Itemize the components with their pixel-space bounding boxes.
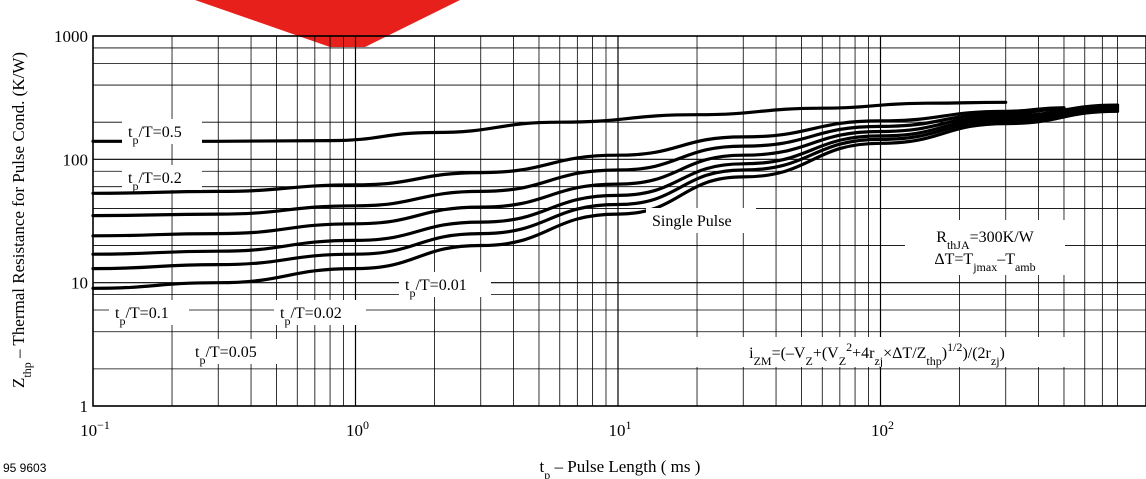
series-line-2 (91, 107, 1066, 218)
series-line-0 (91, 100, 1008, 143)
x-tick-label: 101 (609, 418, 632, 440)
series-line-1 (91, 106, 1066, 195)
series-line-4 (91, 105, 1120, 256)
curve-label: tp/T=0.02 (280, 305, 342, 328)
y-tick-label: 1000 (54, 27, 88, 46)
formula-label: iZM=(–VZ+(VZ2+4rzj×ΔT/Zthp)1/2)/(2rzj) (749, 340, 1005, 368)
labels: 1 10 100 1000 10−1 100 101 102 tp – Pulse Length… (3, 27, 1070, 479)
series-line-6 (91, 109, 1120, 290)
curve-label: tp/T=0.01 (405, 277, 467, 300)
curve-label-bg (122, 119, 202, 144)
series-line-3 (91, 103, 1120, 238)
watermark-shape (195, 0, 460, 47)
curve-label: tp/T=0.05 (195, 344, 257, 367)
curve-label: Single Pulse (652, 213, 732, 230)
y-axis-label: Zthp – Thermal Resistance for Pulse Cond… (9, 52, 34, 388)
series-line-5 (91, 107, 1120, 271)
curve-label-bg (399, 272, 491, 297)
x-tick-label: 10−1 (80, 418, 110, 440)
formula-bg (685, 337, 1070, 367)
x-tick-label: 102 (871, 418, 894, 440)
y-tick-label: 1 (80, 397, 89, 416)
rth-box (905, 220, 1065, 275)
curve-label-bg (189, 339, 281, 364)
x-tick-label: 100 (346, 418, 369, 440)
plot-frame (92, 35, 1146, 407)
rth-label: RthJA=300K/W (936, 229, 1034, 252)
delta-t-label: ΔT=Tjmax–Tamb (934, 251, 1035, 274)
curve-label: tp/T=0.1 (115, 305, 169, 328)
x-axis-label: tp – Pulse Length ( ms ) (540, 457, 701, 479)
figure-code: 95 9603 (3, 461, 47, 475)
y-tick-label: 10 (71, 274, 88, 293)
curve-label: tp/T=0.5 (128, 124, 182, 147)
curve-label: tp/T=0.2 (128, 170, 182, 193)
curves (91, 100, 1120, 290)
y-tick-label: 100 (63, 150, 89, 169)
curve-label-bg (646, 208, 756, 233)
curve-label-bg (122, 165, 202, 190)
curve-label-bg (109, 300, 189, 325)
curve-label-bg (274, 300, 366, 325)
